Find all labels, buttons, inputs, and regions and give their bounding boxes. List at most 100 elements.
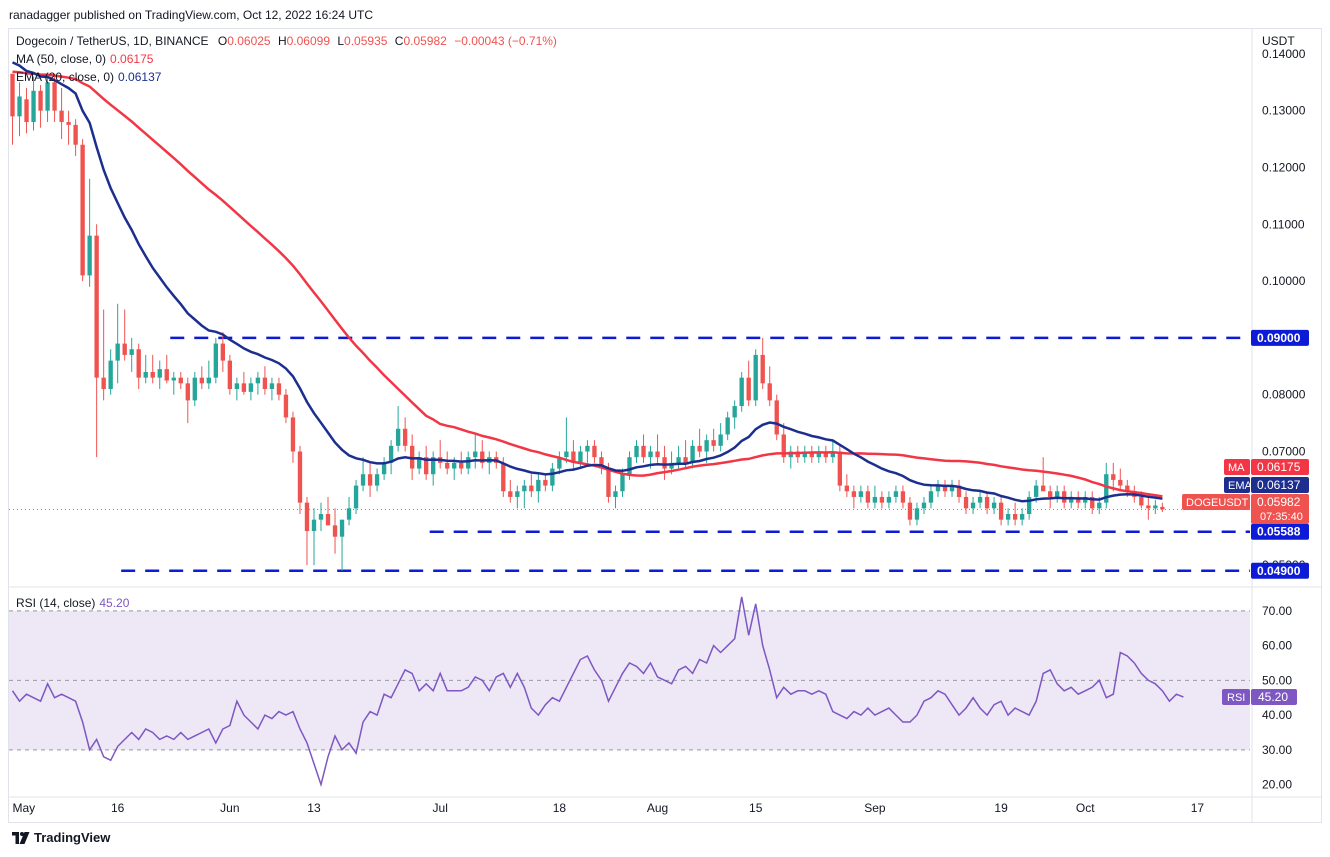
publish-info: ranadagger published on TradingView.com,… bbox=[9, 8, 374, 22]
candle bbox=[213, 337, 219, 384]
open-label: O bbox=[217, 34, 228, 48]
candle-body bbox=[1026, 496, 1032, 514]
candle-body bbox=[718, 434, 723, 446]
ma-legend-label: MA (50, close, 0) bbox=[16, 52, 107, 66]
candle bbox=[1076, 491, 1081, 509]
horizontal-level-tag bbox=[1251, 523, 1309, 540]
candle bbox=[725, 411, 730, 441]
candle-body bbox=[73, 124, 78, 145]
candle-body bbox=[970, 502, 976, 509]
candle bbox=[192, 371, 197, 407]
candle bbox=[367, 462, 373, 497]
candle-body bbox=[571, 451, 576, 463]
candle bbox=[297, 445, 303, 514]
candle-body bbox=[452, 462, 457, 469]
candles bbox=[10, 73, 1165, 571]
ema-legend-label: EMA (20, close, 0) bbox=[16, 70, 115, 84]
candle bbox=[31, 76, 36, 131]
time-tick-label: 15 bbox=[749, 801, 763, 815]
candle-body bbox=[753, 354, 758, 401]
candle bbox=[311, 508, 317, 566]
candle bbox=[73, 119, 78, 157]
candle bbox=[536, 474, 541, 503]
candle-body bbox=[1076, 496, 1081, 503]
candle-body bbox=[676, 457, 681, 463]
candle bbox=[592, 440, 597, 463]
candle bbox=[844, 474, 850, 497]
candle bbox=[900, 485, 906, 509]
candle-body bbox=[1040, 485, 1046, 492]
time-tick-label: Oct bbox=[1076, 801, 1095, 815]
candle-body bbox=[101, 377, 106, 390]
candle bbox=[557, 451, 562, 475]
price-tag-value-box bbox=[1251, 477, 1309, 493]
candle bbox=[339, 519, 345, 571]
price-tick-label: 0.07000 bbox=[1262, 445, 1306, 459]
candle bbox=[585, 440, 590, 463]
candle bbox=[1153, 499, 1158, 514]
ema-legend-value: 0.06137 bbox=[118, 70, 162, 84]
candle-body bbox=[248, 383, 254, 392]
low-value: 0.05935 bbox=[344, 34, 388, 48]
candle-body bbox=[949, 485, 955, 492]
candle-body bbox=[1012, 513, 1018, 520]
candle-body bbox=[732, 406, 737, 418]
candle-body bbox=[956, 485, 962, 497]
candle-body bbox=[1097, 502, 1102, 509]
candle bbox=[129, 337, 134, 372]
rsi-tick-label: 60.00 bbox=[1262, 639, 1292, 653]
candle-body bbox=[844, 485, 850, 492]
candle-body bbox=[332, 525, 338, 537]
candle bbox=[1083, 491, 1088, 509]
candle-body bbox=[872, 496, 878, 503]
candle-body bbox=[431, 457, 436, 475]
candle-body bbox=[928, 491, 934, 503]
candle bbox=[171, 371, 176, 395]
candle-body bbox=[346, 508, 352, 520]
candle-body bbox=[641, 445, 646, 458]
rsi-axis-ticks: 70.00 60.00 50.00 40.00 30.00 20.00 bbox=[1262, 604, 1292, 792]
candle bbox=[94, 224, 99, 458]
candle-body bbox=[115, 343, 120, 361]
candle bbox=[942, 479, 948, 497]
horizontal-level-label: 0.05588 bbox=[1257, 525, 1301, 539]
candle-body bbox=[760, 354, 765, 384]
time-tick-label: Jun bbox=[220, 801, 239, 815]
candle-body bbox=[669, 462, 674, 469]
tradingview-footer[interactable]: TradingView bbox=[12, 830, 110, 845]
candle bbox=[613, 485, 618, 509]
rsi-tag-value-box bbox=[1251, 689, 1297, 706]
candle-body bbox=[879, 496, 885, 503]
candle-body bbox=[606, 468, 611, 497]
candle-body bbox=[578, 451, 583, 463]
candle-body bbox=[178, 377, 183, 384]
candle-body bbox=[907, 502, 913, 520]
candle-body bbox=[473, 451, 478, 458]
time-tick-label: 13 bbox=[307, 801, 321, 815]
candle bbox=[1048, 485, 1053, 509]
candle bbox=[578, 445, 583, 469]
candle-body bbox=[655, 451, 660, 458]
candle-body bbox=[220, 343, 226, 361]
ma-50-line bbox=[12, 70, 1163, 498]
candle bbox=[52, 73, 57, 123]
candle bbox=[150, 354, 155, 384]
candle bbox=[753, 349, 758, 407]
candle bbox=[24, 87, 29, 134]
candle bbox=[487, 451, 492, 475]
price-tag-value: 0.06137 bbox=[1257, 478, 1301, 492]
candle-body bbox=[87, 235, 92, 276]
candle-body bbox=[627, 457, 632, 475]
rsi-tick-label: 20.00 bbox=[1262, 778, 1292, 792]
price-tag-ma: MA 0.06175 bbox=[1224, 459, 1309, 475]
candle bbox=[970, 496, 976, 514]
candle bbox=[634, 440, 639, 463]
candle-body bbox=[767, 383, 772, 401]
candle bbox=[290, 411, 296, 463]
change-value: −0.00043 (−0.71%) bbox=[454, 34, 557, 48]
candle bbox=[248, 377, 254, 401]
candle-body bbox=[10, 73, 15, 117]
candle bbox=[466, 451, 471, 475]
candle bbox=[438, 440, 443, 469]
